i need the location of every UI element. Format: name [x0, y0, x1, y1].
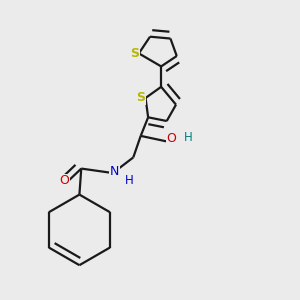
- Text: N: N: [110, 165, 119, 178]
- Text: H: H: [184, 131, 192, 144]
- Text: O: O: [60, 174, 70, 187]
- Text: S: S: [136, 92, 146, 104]
- Text: S: S: [130, 47, 139, 60]
- Text: O: O: [167, 132, 176, 146]
- Text: H: H: [125, 174, 134, 187]
